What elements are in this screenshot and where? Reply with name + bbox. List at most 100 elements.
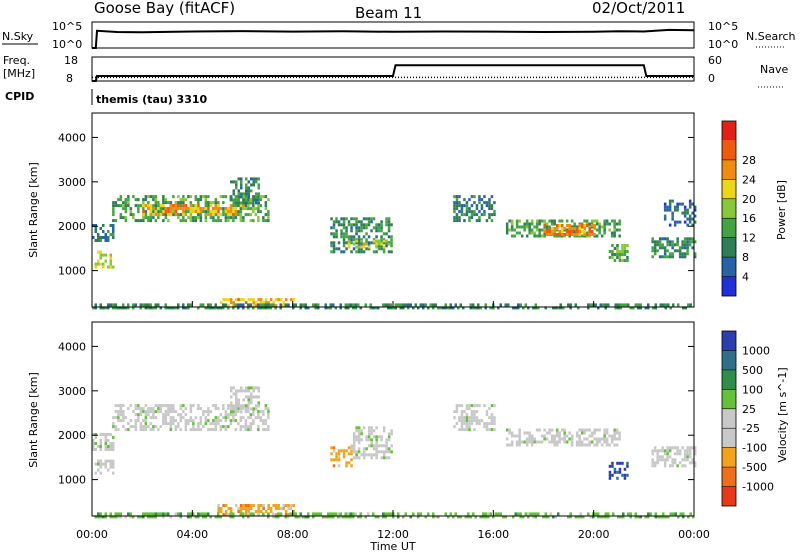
power-cell [254,304,258,308]
velocity-cell [219,413,223,417]
power-cell [686,217,689,221]
velocity-cell [257,416,260,420]
power-cell [349,303,352,307]
velocity-cell [598,437,601,441]
power-cell [367,241,371,245]
power-cell [159,210,163,214]
velocity-cell [557,512,560,516]
velocity-cell [458,419,461,423]
velocity-cell [615,428,619,432]
power-cell [360,250,363,254]
power-cell [553,219,556,223]
power-cell [212,201,215,205]
velocity-cell [247,416,250,420]
power-cell [242,219,245,223]
velocity-cell [493,404,496,408]
power-cell [490,195,494,199]
power-cell [257,186,260,190]
power-cell [355,239,358,243]
power-cell [618,253,622,256]
power-cell [591,233,594,236]
power-cell [562,306,565,310]
power-cell [104,239,107,242]
velocity-cell [117,419,120,423]
power-cell [99,250,102,254]
velocity-cell [483,425,486,429]
velocity-cell [262,419,265,423]
velocity-cell [229,419,233,423]
velocity-cell [254,416,258,420]
power-cell [663,246,667,250]
velocity-cell [332,449,336,453]
velocity-cell [357,435,361,439]
velocity-cell [475,410,479,414]
power-cell [598,225,601,229]
power-cell [594,303,597,307]
power-cell [144,213,148,217]
velocity-cell [468,425,471,429]
velocity-cell [352,444,356,448]
power-cell [370,241,373,245]
power-cell [259,198,263,202]
power-cell [212,216,215,220]
velocity-cell [242,416,245,420]
velocity-cell [352,432,356,436]
velocity-cell [274,513,278,516]
power-cell [673,223,677,227]
velocity-cell [207,413,210,417]
power-cell [613,259,617,262]
velocity-cell [104,442,107,445]
velocity-cell [152,410,155,414]
velocity-ytick-label: 4000 [58,340,86,353]
velocity-cell [154,404,158,408]
power-cell [194,216,198,220]
power-cell [530,228,534,232]
power-cell [350,235,353,239]
velocity-cell [257,507,260,510]
power-cell [224,207,228,210]
power-cell [382,303,385,307]
power-cell [112,236,115,239]
velocity-cell [227,507,230,510]
power-cell [342,232,346,236]
power-cell [375,229,378,233]
power-cell [92,224,95,227]
velocity-cell [245,404,248,408]
velocity-cell [232,419,235,423]
velocity-cell [661,449,664,453]
velocity-cell [370,441,373,445]
power-cell [688,217,692,221]
velocity-cell [284,510,288,513]
power-cell [199,213,203,217]
power-cell [102,224,105,227]
power-cell [586,233,589,236]
velocity-cell [259,416,263,420]
power-cell [561,233,564,236]
power-cell [360,226,363,230]
velocity-cell [619,515,622,519]
power-cell [385,220,388,224]
velocity-cell [192,512,195,516]
velocity-cell [365,435,368,439]
power-cell [274,306,277,310]
power-cell [124,201,128,205]
power-cell [245,186,248,190]
velocity-cell [542,515,545,519]
velocity-cell [252,422,255,426]
velocity-colorbar-tick-label: -1000 [742,481,774,494]
velocity-cell [154,425,158,429]
velocity-cell [284,513,288,516]
power-cell [219,213,223,216]
velocity-cell [465,419,469,423]
velocity-cell [530,437,534,441]
velocity-cell [119,512,122,516]
velocity-cell [97,512,100,516]
velocity-cell [529,512,532,516]
velocity-cell [204,422,208,426]
velocity-cell [463,428,466,432]
velocity-cell [179,419,183,423]
velocity-cell [204,419,208,423]
velocity-cell [676,464,679,468]
power-cell [154,198,158,202]
power-cell [647,303,650,307]
